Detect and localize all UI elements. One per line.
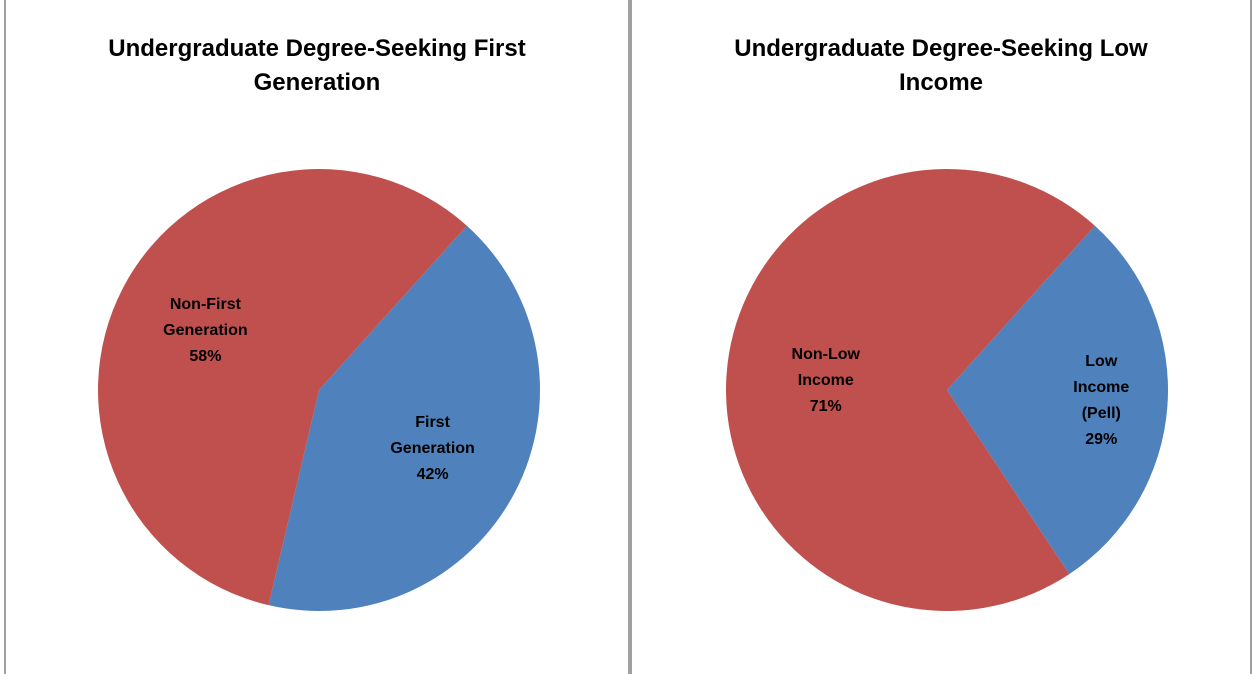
chart-title-box: Undergraduate Degree-Seeking Low Income <box>632 32 1250 100</box>
slice-label: First Generation 42% <box>373 410 493 488</box>
value-label: 58% <box>189 347 222 365</box>
pie-slice <box>268 225 541 611</box>
value-label: 29% <box>1085 431 1118 449</box>
chart-panel: Undergraduate Degree-Seeking First Gener… <box>4 0 630 674</box>
pie <box>726 169 1168 612</box>
pie <box>98 169 541 611</box>
category-label: Non-Low Income <box>791 346 860 390</box>
pie-slice <box>947 225 1168 575</box>
pie-slice <box>726 169 1095 612</box>
chart-title-box: Undergraduate Degree-Seeking First Gener… <box>6 32 628 100</box>
pie-slice <box>98 169 467 606</box>
category-label: First Generation <box>390 414 475 458</box>
chart-title: Undergraduate Degree-Seeking Low Income <box>734 35 1148 96</box>
chart-panel: Undergraduate Degree-Seeking Low Income … <box>630 0 1252 674</box>
category-label: Low Income (Pell) <box>1073 353 1130 423</box>
value-label: 42% <box>416 466 449 484</box>
slice-label: Non-Low Income 71% <box>766 342 886 420</box>
category-label: Non-First Generation <box>163 295 248 339</box>
value-label: 71% <box>809 398 842 416</box>
slice-label: Non-First Generation 58% <box>145 292 265 370</box>
chart-title: Undergraduate Degree-Seeking First Gener… <box>108 35 526 96</box>
slice-label: Low Income (Pell) 29% <box>1041 349 1161 453</box>
